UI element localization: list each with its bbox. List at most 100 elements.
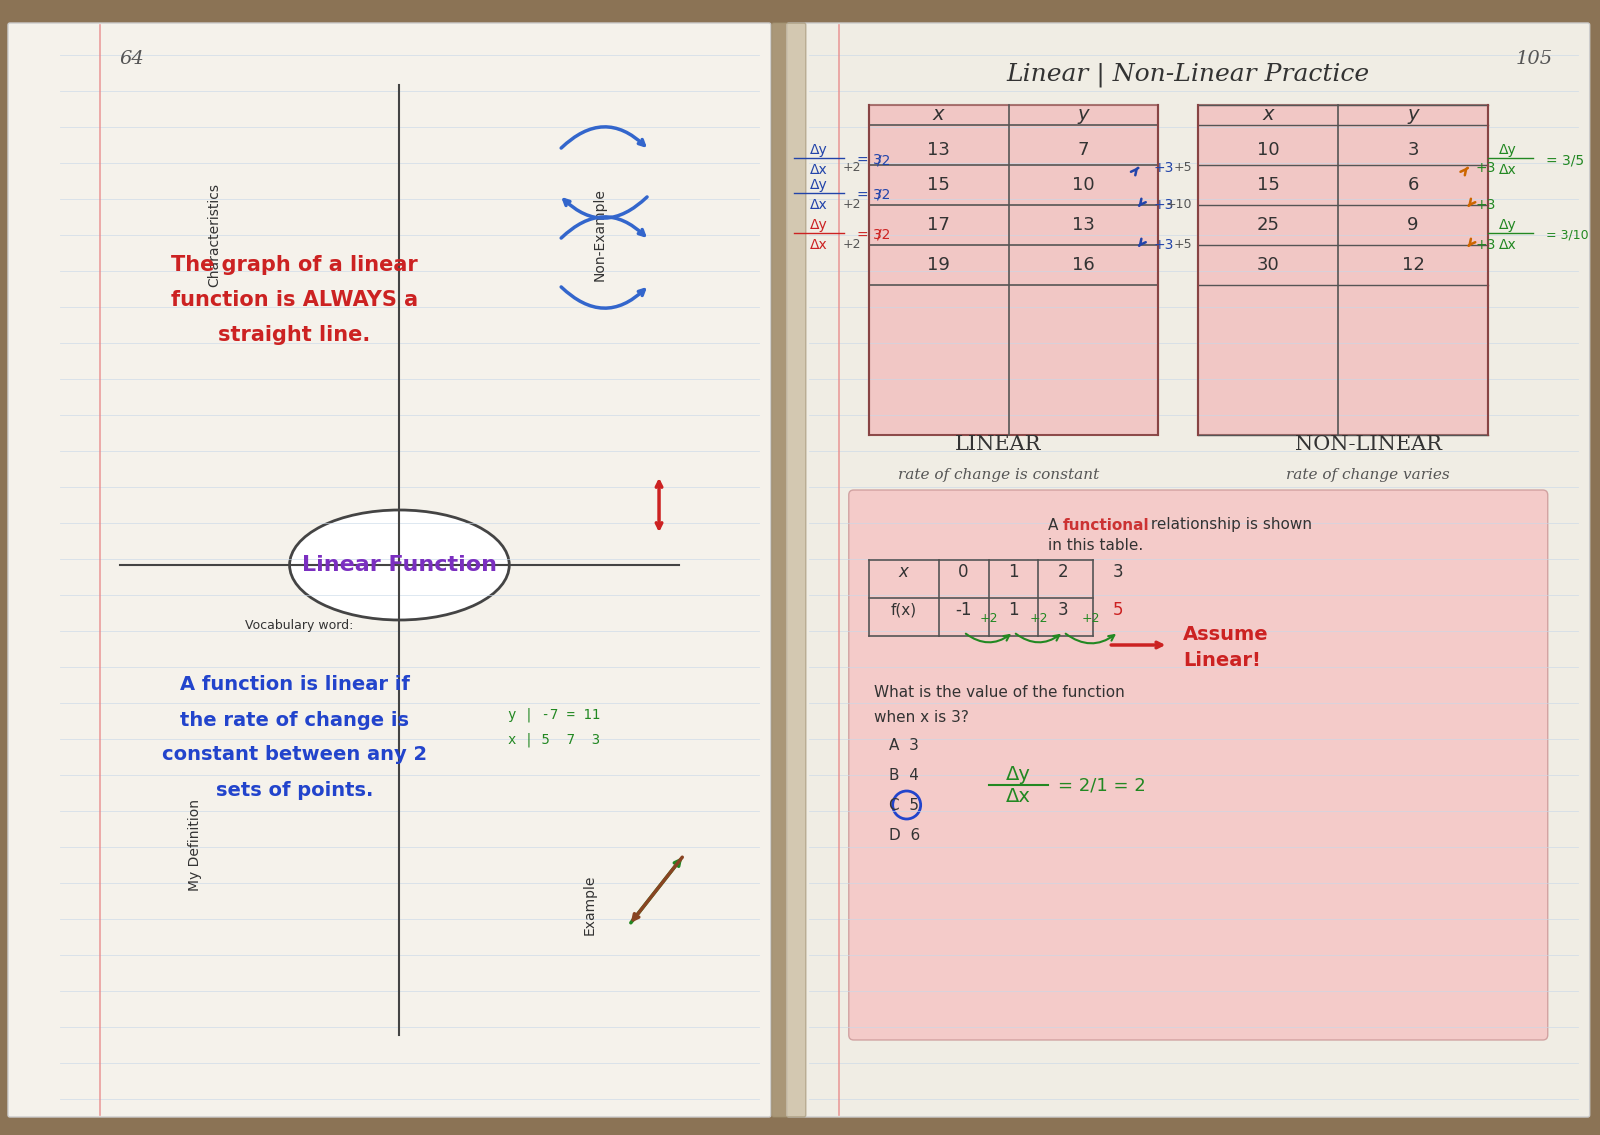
Text: D  6: D 6 (888, 827, 920, 842)
Text: x: x (933, 106, 944, 125)
Text: 16: 16 (1072, 257, 1094, 274)
Text: rate of change is constant: rate of change is constant (898, 468, 1099, 482)
Text: x | 5  7  3: x | 5 7 3 (509, 733, 600, 747)
FancyBboxPatch shape (848, 490, 1547, 1040)
Text: +10: +10 (1166, 199, 1192, 211)
Text: A function is linear if: A function is linear if (179, 675, 410, 695)
Text: 2: 2 (1058, 563, 1069, 581)
Text: Δy: Δy (1006, 765, 1030, 784)
Text: Assume: Assume (1184, 625, 1269, 645)
Text: +5: +5 (1174, 238, 1192, 252)
Text: +2: +2 (1029, 612, 1048, 624)
Text: 25: 25 (1256, 216, 1280, 234)
Text: Non-Example: Non-Example (592, 188, 606, 281)
Text: A  3: A 3 (888, 738, 918, 753)
Text: = 3/5: = 3/5 (1546, 153, 1584, 167)
Text: y | -7 = 11: y | -7 = 11 (509, 708, 600, 722)
Text: = 3: = 3 (856, 188, 882, 202)
Text: f(x): f(x) (891, 603, 917, 617)
Text: Δx: Δx (1499, 238, 1517, 252)
Text: 13: 13 (1072, 216, 1094, 234)
Text: = 2/1 = 2: = 2/1 = 2 (1059, 776, 1146, 794)
Text: C  5: C 5 (888, 798, 918, 813)
Text: +3: +3 (1154, 197, 1174, 212)
Text: +2: +2 (1082, 612, 1101, 624)
Text: +3: +3 (1475, 160, 1496, 175)
FancyBboxPatch shape (869, 106, 1158, 435)
Text: 3: 3 (1114, 563, 1123, 581)
Text: +2: +2 (842, 161, 861, 174)
Text: 30: 30 (1256, 257, 1280, 274)
Text: 13: 13 (926, 141, 950, 159)
Text: The graph of a linear: The graph of a linear (171, 255, 418, 275)
Text: 7: 7 (1078, 141, 1090, 159)
Text: Δy: Δy (810, 218, 827, 232)
Text: +3: +3 (1475, 238, 1496, 252)
Text: +3: +3 (1154, 160, 1174, 175)
FancyBboxPatch shape (8, 23, 771, 1117)
Text: y: y (1406, 106, 1419, 125)
Text: = 3/10: = 3/10 (1546, 228, 1589, 242)
Text: the rate of change is: the rate of change is (181, 711, 410, 730)
Text: LINEAR: LINEAR (955, 436, 1042, 454)
Text: Δx: Δx (1006, 788, 1030, 807)
Text: /2: /2 (877, 188, 890, 202)
Text: What is the value of the function
when x is 3?: What is the value of the function when x… (874, 686, 1125, 725)
Text: +2: +2 (842, 199, 861, 211)
Text: 105: 105 (1515, 50, 1552, 68)
Text: 1: 1 (1008, 563, 1019, 581)
Text: function is ALWAYS a: function is ALWAYS a (171, 291, 418, 310)
Text: Δx: Δx (1499, 163, 1517, 177)
Text: Δx: Δx (810, 238, 827, 252)
FancyBboxPatch shape (1198, 106, 1488, 435)
Text: Δy: Δy (810, 178, 827, 192)
Text: 10: 10 (1258, 141, 1280, 159)
Text: /2: /2 (877, 153, 890, 167)
FancyBboxPatch shape (771, 23, 806, 1117)
Text: 15: 15 (1256, 176, 1280, 194)
Text: 3: 3 (1058, 602, 1069, 619)
Text: sets of points.: sets of points. (216, 781, 373, 799)
Text: 17: 17 (926, 216, 950, 234)
Text: 3: 3 (1406, 141, 1419, 159)
Text: Linear | Non-Linear Practice: Linear | Non-Linear Practice (1006, 62, 1370, 87)
Text: = 3: = 3 (856, 228, 882, 242)
Text: Vocabulary word:: Vocabulary word: (245, 619, 354, 631)
Text: Δy: Δy (810, 143, 827, 157)
Text: 5: 5 (1114, 602, 1123, 619)
Text: +3: +3 (1475, 197, 1496, 212)
Text: 10: 10 (1072, 176, 1094, 194)
Ellipse shape (290, 510, 509, 620)
Text: Characteristics: Characteristics (208, 183, 222, 287)
Text: 12: 12 (1402, 257, 1424, 274)
Text: rate of change varies: rate of change varies (1286, 468, 1450, 482)
Text: A: A (1048, 518, 1064, 532)
Text: relationship is shown: relationship is shown (1146, 518, 1312, 532)
Text: y: y (1078, 106, 1090, 125)
Text: NON-LINEAR: NON-LINEAR (1294, 436, 1442, 454)
Text: Δy: Δy (1499, 218, 1517, 232)
Text: +2: +2 (979, 612, 998, 624)
Text: x: x (899, 563, 909, 581)
Text: B  4: B 4 (888, 767, 918, 782)
Text: Δy: Δy (1499, 143, 1517, 157)
Text: My Definition: My Definition (187, 799, 202, 891)
Text: +3: +3 (1154, 238, 1174, 252)
Text: = 3: = 3 (856, 153, 882, 167)
Text: functional: functional (1062, 518, 1149, 532)
Text: +5: +5 (1174, 161, 1192, 174)
Text: 19: 19 (926, 257, 950, 274)
Text: Δx: Δx (810, 197, 827, 212)
Text: Linear Function: Linear Function (302, 555, 498, 575)
Text: straight line.: straight line. (219, 325, 371, 345)
Text: -1: -1 (955, 602, 971, 619)
Text: Δx: Δx (810, 163, 827, 177)
Text: x: x (1262, 106, 1274, 125)
Text: in this table.: in this table. (1048, 538, 1144, 553)
Text: Linear!: Linear! (1184, 650, 1261, 670)
Text: +2: +2 (842, 238, 861, 252)
Text: 1: 1 (1008, 602, 1019, 619)
Text: 9: 9 (1406, 216, 1419, 234)
Text: Example: Example (582, 875, 597, 935)
Text: 6: 6 (1408, 176, 1419, 194)
